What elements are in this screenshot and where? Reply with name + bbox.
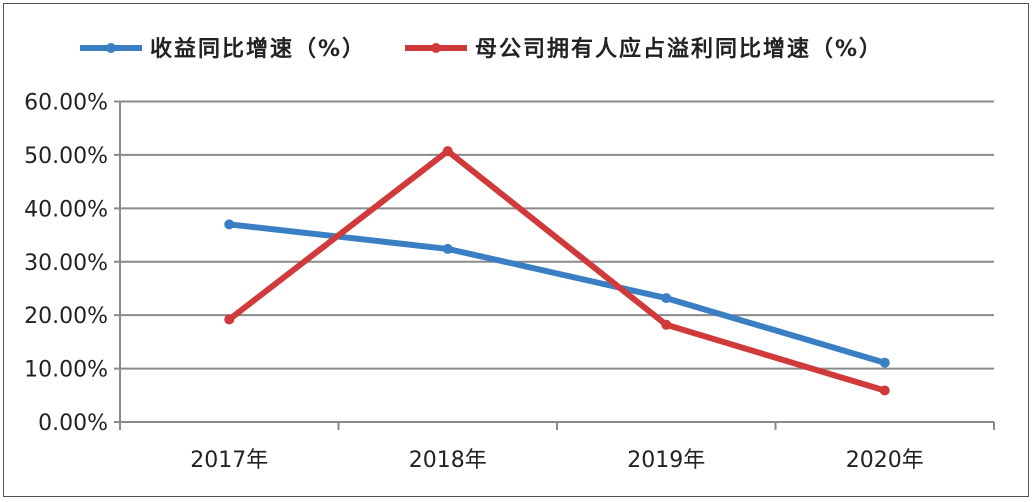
data-point <box>661 293 672 304</box>
x-tick-label: 2019年 <box>627 448 705 473</box>
data-point <box>879 357 890 368</box>
data-point <box>442 146 453 157</box>
x-tick-label: 2018年 <box>409 448 487 473</box>
legend-swatch-marker <box>106 43 116 53</box>
data-point <box>661 319 672 330</box>
y-tick-label: 60.00% <box>24 91 108 116</box>
legend-swatch-marker <box>431 43 441 53</box>
y-tick-label: 50.00% <box>24 144 108 169</box>
series-line-1 <box>227 148 886 394</box>
y-tick-label: 10.00% <box>24 358 108 383</box>
y-tick-label: 30.00% <box>24 251 108 276</box>
y-tick-label: 0.00% <box>38 411 108 436</box>
data-point <box>442 243 453 254</box>
legend-label: 母公司拥有人应占溢利同比增速（%） <box>475 36 883 62</box>
y-tick-label: 40.00% <box>24 197 108 222</box>
chart-frame <box>3 3 1029 497</box>
x-tick-label: 2020年 <box>846 448 924 473</box>
data-point <box>224 219 235 230</box>
x-tick-label: 2017年 <box>190 448 268 473</box>
data-point <box>879 385 890 396</box>
data-point <box>224 314 235 325</box>
legend-label: 收益同比增速（%） <box>150 36 366 62</box>
y-tick-label: 20.00% <box>24 304 108 329</box>
